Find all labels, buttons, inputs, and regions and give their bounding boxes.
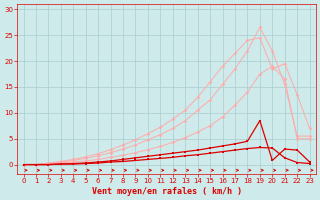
X-axis label: Vent moyen/en rafales ( km/h ): Vent moyen/en rafales ( km/h )	[92, 187, 242, 196]
